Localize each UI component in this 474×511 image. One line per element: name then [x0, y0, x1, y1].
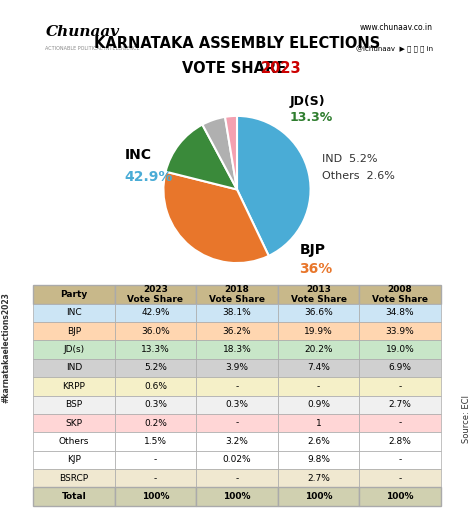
Text: VOTE SHARE: VOTE SHARE — [182, 61, 292, 76]
Text: Chunaav: Chunaav — [46, 25, 119, 39]
Text: 2023: 2023 — [261, 61, 301, 76]
Wedge shape — [237, 116, 310, 256]
Text: 42.9%: 42.9% — [124, 170, 173, 184]
Text: KARNATAKA ASSEMBLY ELECTIONS: KARNATAKA ASSEMBLY ELECTIONS — [94, 36, 380, 51]
Text: Others  2.6%: Others 2.6% — [322, 171, 394, 181]
Text: ACTIONABLE POLITICAL INTELLIGENCE: ACTIONABLE POLITICAL INTELLIGENCE — [46, 46, 140, 51]
Wedge shape — [225, 116, 237, 190]
Text: #karnatakaelections2023: #karnatakaelections2023 — [1, 292, 10, 403]
Text: INC: INC — [124, 148, 151, 162]
Text: @ichunaav  ▶ 🐦 👍 📷 in: @ichunaav ▶ 🐦 👍 📷 in — [356, 46, 433, 53]
Wedge shape — [202, 117, 237, 190]
Text: 13.3%: 13.3% — [290, 111, 333, 124]
Text: BJP: BJP — [300, 243, 326, 257]
Text: JD(S): JD(S) — [290, 95, 326, 108]
Text: www.chunaav.co.in: www.chunaav.co.in — [360, 23, 433, 32]
Text: 36%: 36% — [300, 262, 333, 276]
Text: Source: ECI: Source: ECI — [463, 395, 471, 443]
Wedge shape — [165, 125, 237, 190]
Wedge shape — [164, 172, 269, 263]
Text: IND  5.2%: IND 5.2% — [322, 154, 377, 164]
